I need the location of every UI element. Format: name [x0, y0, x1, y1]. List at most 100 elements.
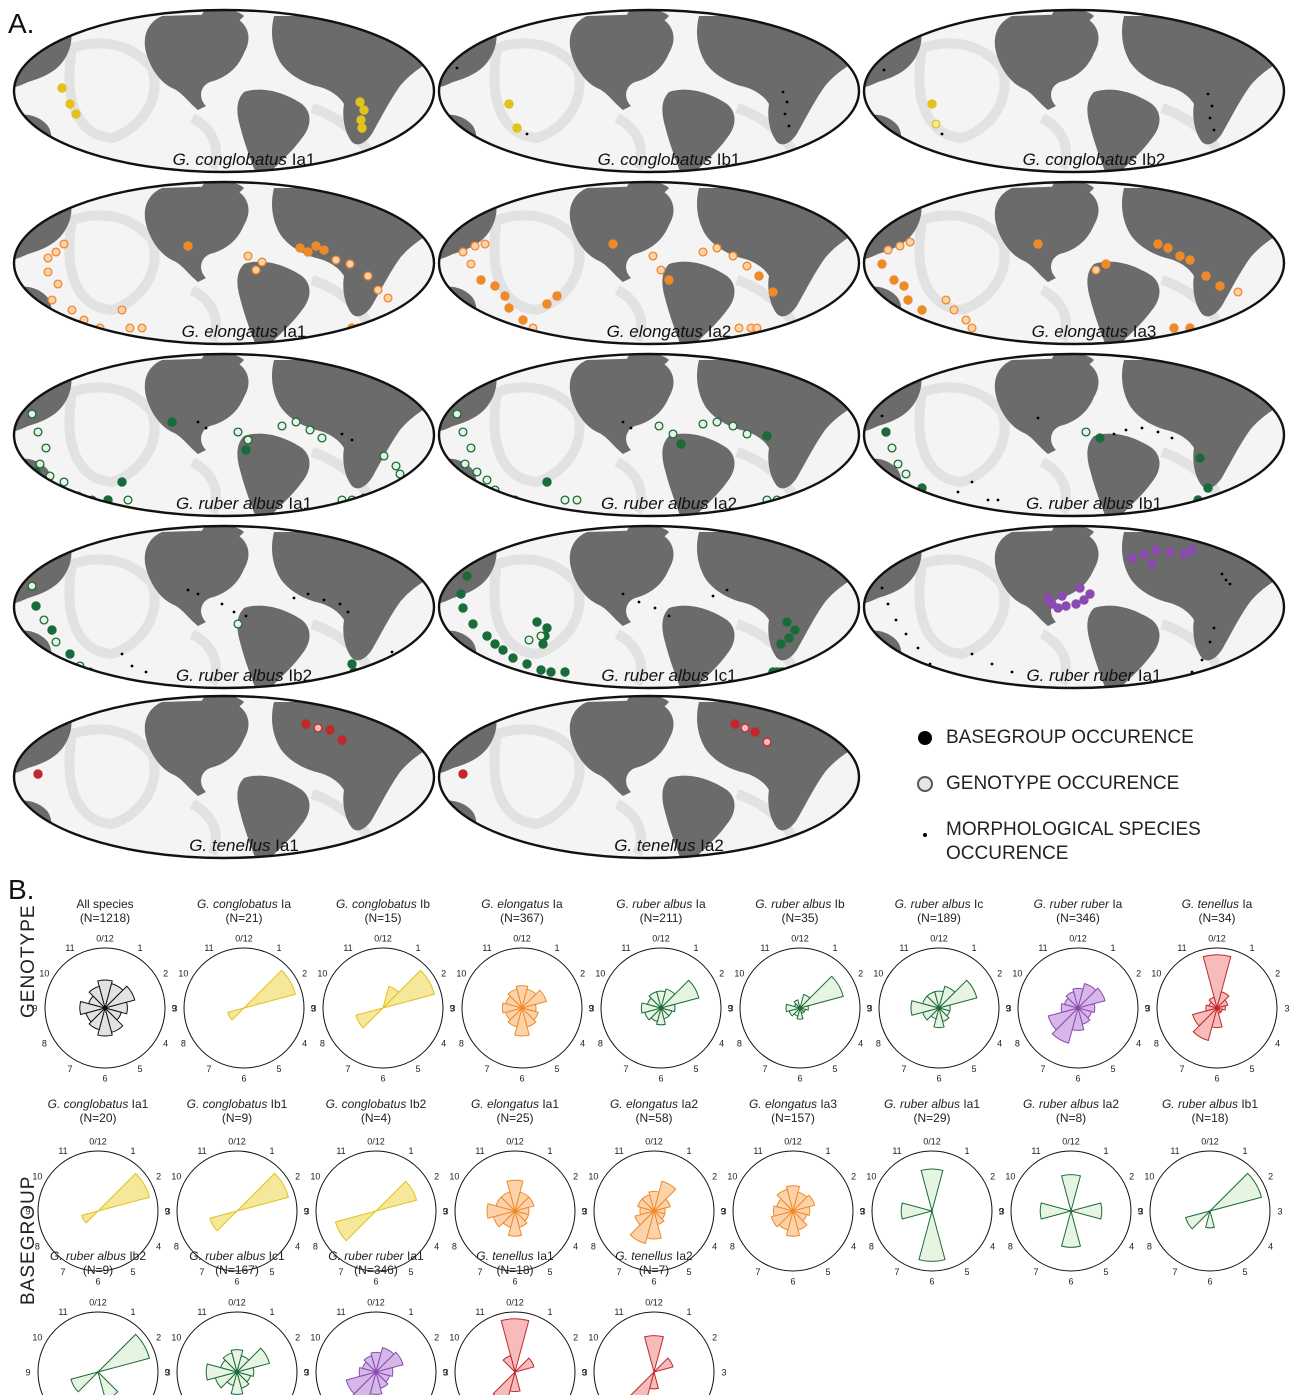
genotype-point	[648, 251, 658, 261]
basegroup-point	[676, 439, 686, 449]
clock-label: 5	[415, 1064, 420, 1074]
map-panel-1: G. conglobatus Ia1	[12, 8, 436, 174]
clock-label: 3	[311, 1004, 316, 1014]
landmass	[994, 530, 1099, 626]
map-title-species: G. elongatus	[182, 322, 279, 341]
clock-label: 11	[899, 943, 908, 953]
landmass	[201, 526, 244, 543]
rose-title-species: G. ruber albus	[189, 1249, 265, 1263]
rose-title-species: G. ruber albus	[50, 1249, 126, 1263]
rose-n: (N=21)	[225, 911, 262, 925]
rose-wedge	[926, 991, 940, 1010]
basegroup-point	[664, 275, 674, 285]
rose-title-variant: Ia1	[128, 1097, 148, 1111]
clock-label: 6	[1214, 1074, 1219, 1084]
genotype-point	[941, 295, 951, 305]
rose-wedge	[785, 1209, 801, 1237]
map-title-variant: Ia1	[270, 836, 298, 855]
genotype-point	[1081, 427, 1091, 437]
clock-label: 1	[971, 943, 976, 953]
morph-point	[990, 662, 994, 666]
rose-title-variant: Ib1	[1238, 1097, 1258, 1111]
basegroup-point	[311, 241, 321, 251]
map-panel-13: G. tenellus Ia1	[12, 694, 436, 860]
landmass	[237, 261, 310, 344]
rose-title-species: G. elongatus	[471, 1097, 539, 1111]
basegroup-point	[167, 417, 177, 427]
basegroup-point	[917, 305, 927, 315]
rose-wedge	[88, 1006, 106, 1031]
landmass	[1051, 10, 1094, 27]
clock-label: 5	[971, 1064, 976, 1074]
clock-label: 10	[171, 1333, 181, 1343]
rose-wedge	[97, 1370, 119, 1395]
rose-title-variant: Ia	[1239, 897, 1253, 911]
rose-title-species: G. ruber albus	[884, 1097, 960, 1111]
basegroup-point	[784, 633, 794, 643]
map-panel-9: G. ruber albus Ib1	[862, 352, 1286, 518]
genotype-point	[656, 265, 666, 275]
rose-wedge	[97, 1006, 113, 1037]
map-outline	[437, 694, 861, 860]
genotype-point	[233, 619, 243, 629]
filled-dot-icon	[918, 731, 932, 745]
landmass	[272, 532, 434, 661]
rose-plot: G. ruber ruber Ia1(N=346)0/1212345678910…	[303, 1249, 449, 1395]
clock-label: 7	[338, 1267, 343, 1277]
genotype-point	[51, 247, 61, 257]
rose-title-variant: Ia2	[678, 1097, 698, 1111]
rose-wedge	[900, 1202, 934, 1220]
map-outline	[437, 524, 861, 690]
basegroup-point	[356, 115, 366, 125]
rose-plot: G. elongatus Ia3(N=157) 0/12 1 2 3 4 5 6 7 8 9 10 11	[720, 1097, 865, 1287]
rose-n: (N=211)	[640, 911, 683, 925]
map-title-species: G. conglobatus	[598, 150, 713, 169]
rose-wedge	[798, 1005, 809, 1011]
rose-wedge	[1076, 987, 1106, 1009]
rose-wedge	[785, 1185, 801, 1213]
rose-wedge	[501, 1002, 524, 1014]
rose-wedge	[659, 1003, 676, 1013]
clock-label: 4	[1136, 1039, 1141, 1049]
clock-label: 2	[1129, 1172, 1134, 1182]
rose-outline	[37, 1311, 159, 1395]
morph-point	[1228, 582, 1232, 586]
genotype-point	[305, 425, 315, 435]
clock-label: 11	[1177, 943, 1186, 953]
rose-title: G. ruber albus Ib1	[1162, 1097, 1258, 1111]
morph-point	[1112, 432, 1116, 436]
basegroup-point	[1061, 601, 1071, 611]
clock-label: 10	[456, 969, 466, 979]
clock-label: 5	[1110, 1064, 1115, 1074]
rose-title: G. conglobatus Ib	[336, 897, 430, 911]
genotype-point	[137, 323, 147, 333]
landmass	[144, 530, 249, 626]
landmass	[757, 508, 847, 516]
genotype-point	[43, 253, 53, 263]
clock-label: 1	[269, 1307, 274, 1317]
rose-title-variant: Ic1	[265, 1249, 285, 1263]
landmass	[569, 700, 674, 796]
clock-label: 9	[727, 1004, 732, 1014]
rose-wedge	[1065, 991, 1079, 1010]
rose-title-variant: Ia3	[817, 1097, 837, 1111]
clock-label: 10	[588, 1333, 598, 1343]
clock-label: 3	[860, 1207, 865, 1217]
clock-label: 7	[901, 1064, 906, 1074]
rose-title: G. elongatus Ia	[481, 897, 563, 911]
clock-label: 6	[936, 1074, 941, 1084]
rose-title: G. ruber ruber Ia	[1034, 897, 1123, 911]
basegroup-point	[1033, 239, 1043, 249]
basegroup-point	[754, 271, 764, 281]
rose-wedge	[791, 1194, 816, 1212]
clock-label: 9	[171, 1004, 176, 1014]
morph-point	[637, 600, 641, 604]
map-panel-11: G. ruber albus Ic1	[437, 524, 861, 690]
rose-wedge	[653, 1180, 677, 1213]
rose-title-variant: Ia	[692, 897, 706, 911]
landmass	[144, 14, 249, 110]
clock-label: 8	[452, 1242, 457, 1252]
